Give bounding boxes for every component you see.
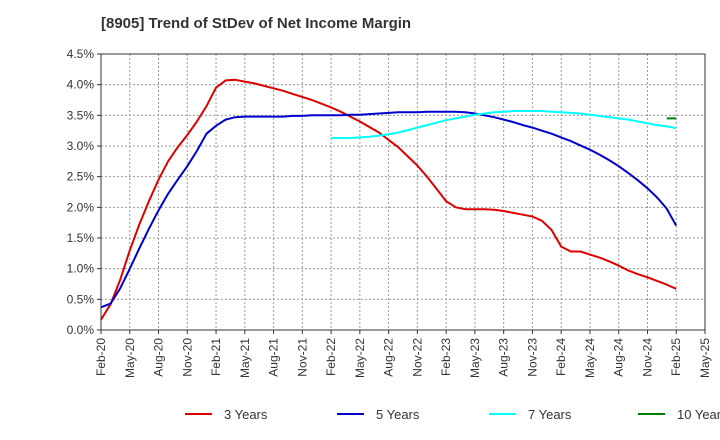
legend: 3 Years 5 Years 7 Years 10 Years <box>185 407 720 422</box>
x-tick-label: May-20 <box>123 338 137 378</box>
x-tick-label: Feb-21 <box>209 338 223 376</box>
legend-label: 3 Years <box>224 407 268 422</box>
x-tick-label: Feb-20 <box>94 338 108 376</box>
series-line-2 <box>100 110 678 309</box>
x-tick-label: Nov-20 <box>180 338 194 377</box>
x-tick-label: May-22 <box>353 338 367 378</box>
x-tick-label: Nov-21 <box>295 338 309 377</box>
y-tick-label: 4.0% <box>67 78 95 92</box>
y-tick-label: 2.0% <box>67 200 95 214</box>
chart-title: [8905] Trend of StDev of Net Income Marg… <box>101 15 412 32</box>
y-tick-label: 1.5% <box>67 231 95 245</box>
x-tick-label: Feb-23 <box>439 338 453 376</box>
y-tick-label: 0.5% <box>67 292 95 306</box>
x-tick-label: Nov-24 <box>640 338 654 377</box>
grid <box>101 54 705 330</box>
x-tick-label: May-25 <box>698 338 712 378</box>
y-tick-label: 0.0% <box>67 323 95 337</box>
x-tick-label: Nov-23 <box>525 338 539 377</box>
x-tick-label: Aug-21 <box>267 338 281 377</box>
x-axis: Feb-20 May-20 Aug-20 Nov-20 Feb-21 May-21 Aug-… <box>94 330 712 378</box>
plot-border <box>100 53 706 331</box>
y-tick-label: 3.0% <box>67 139 95 153</box>
legend-label: 7 Years <box>528 407 572 422</box>
legend-label: 5 Years <box>376 407 420 422</box>
legend-label: 10 Years <box>677 407 720 422</box>
x-tick-label: Aug-24 <box>612 338 626 377</box>
y-tick-label: 4.5% <box>67 47 95 61</box>
y-tick-label: 1.0% <box>67 262 95 276</box>
y-tick-label: 3.5% <box>67 108 95 122</box>
series-line-3 <box>331 110 677 139</box>
x-tick-label: Feb-24 <box>554 338 568 376</box>
y-tick-label: 2.5% <box>67 170 95 184</box>
series-line-1 <box>100 78 677 321</box>
x-tick-label: Feb-25 <box>669 338 683 376</box>
x-tick-label: May-23 <box>468 338 482 378</box>
y-axis: 0.0% 0.5% 1.0% 1.5% 2.0% 2.5% 3.0% 3.5% 4.0% 4.5% <box>67 47 101 337</box>
x-tick-label: Aug-22 <box>382 338 396 377</box>
x-tick-label: Nov-22 <box>410 338 424 377</box>
x-tick-label: Aug-20 <box>152 338 166 377</box>
x-tick-label: Aug-23 <box>497 338 511 377</box>
series-layer <box>100 78 678 321</box>
x-tick-label: May-21 <box>238 338 252 378</box>
x-tick-label: Feb-22 <box>324 338 338 376</box>
x-tick-label: May-24 <box>583 338 597 378</box>
